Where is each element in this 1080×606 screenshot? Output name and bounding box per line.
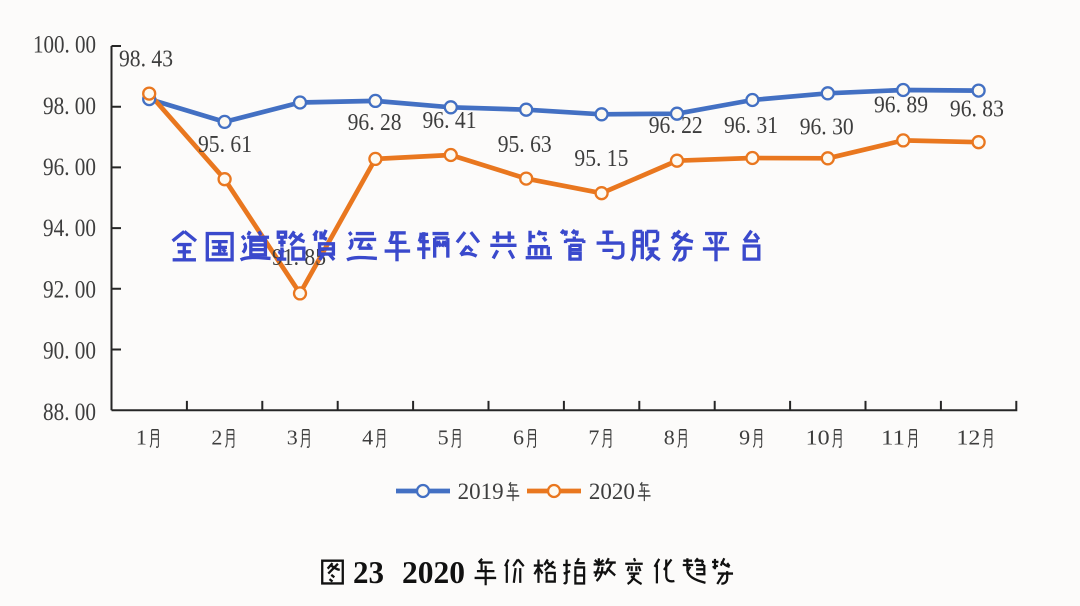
- svg-text:96. 00: 96. 00: [43, 154, 96, 181]
- svg-text:4: 4: [362, 426, 374, 450]
- svg-text:9: 9: [739, 426, 750, 450]
- svg-text:96. 22: 96. 22: [649, 113, 703, 139]
- svg-text:12: 12: [956, 426, 980, 450]
- svg-text:8: 8: [664, 426, 675, 450]
- svg-text:2020: 2020: [402, 554, 465, 590]
- svg-text:96. 28: 96. 28: [348, 110, 402, 136]
- svg-text:95. 61: 95. 61: [198, 132, 252, 158]
- svg-text:95. 63: 95. 63: [498, 132, 552, 158]
- svg-text:3: 3: [287, 426, 298, 450]
- svg-text:2019: 2019: [458, 479, 504, 504]
- svg-text:96. 41: 96. 41: [423, 108, 477, 134]
- svg-text:96. 89: 96. 89: [874, 93, 928, 119]
- svg-text:23: 23: [353, 554, 384, 590]
- svg-text:96. 30: 96. 30: [800, 115, 854, 141]
- svg-text:96. 83: 96. 83: [950, 97, 1004, 123]
- svg-text:98. 43: 98. 43: [119, 46, 173, 72]
- svg-text:92. 00: 92. 00: [43, 277, 96, 304]
- svg-text:1: 1: [136, 426, 147, 450]
- svg-text:95. 15: 95. 15: [574, 146, 628, 172]
- svg-text:2020: 2020: [589, 479, 635, 504]
- svg-text:94. 00: 94. 00: [43, 215, 96, 242]
- svg-text:11: 11: [881, 426, 905, 450]
- svg-text:96. 31: 96. 31: [724, 113, 778, 139]
- svg-text:10: 10: [806, 426, 830, 450]
- svg-text:7: 7: [588, 426, 599, 450]
- svg-text:100. 00: 100. 00: [33, 32, 96, 59]
- svg-text:90. 00: 90. 00: [43, 338, 96, 365]
- svg-text:88. 00: 88. 00: [43, 399, 96, 426]
- svg-text:2: 2: [211, 426, 222, 450]
- svg-text:5: 5: [438, 426, 449, 450]
- svg-text:98. 00: 98. 00: [43, 93, 96, 120]
- svg-text:6: 6: [513, 426, 524, 450]
